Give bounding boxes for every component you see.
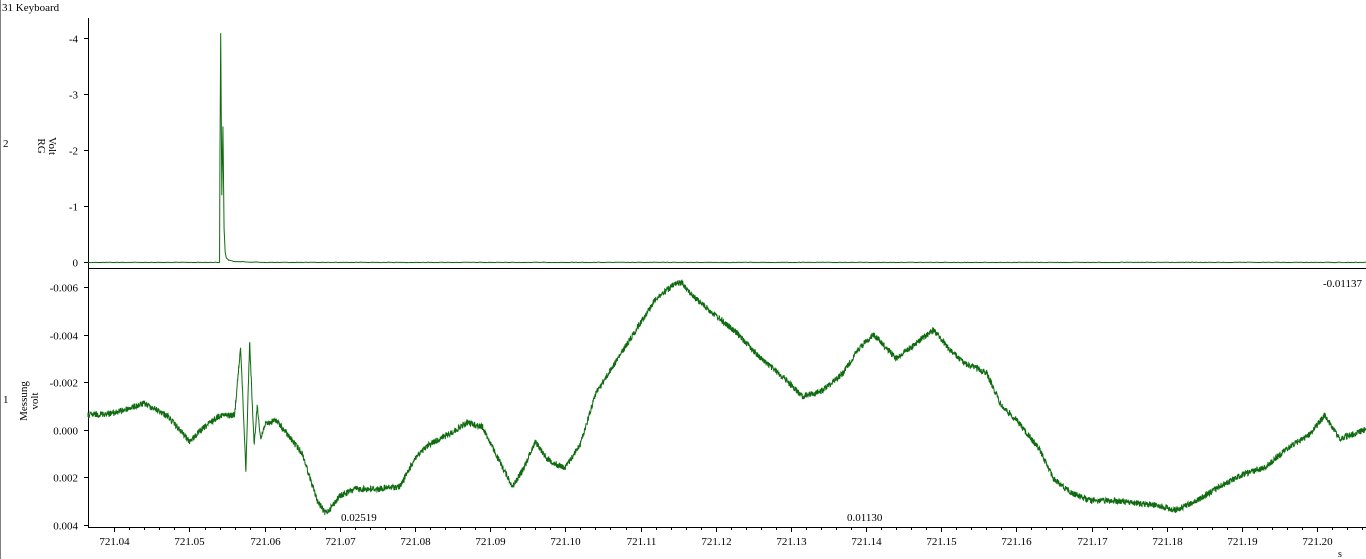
channel-2-y-tick-label: -1 (69, 202, 78, 214)
x-tick-label: 721.09 (475, 536, 506, 548)
annotation-value-1: 0.02519 (341, 512, 377, 524)
x-tick-label: 721.11 (627, 536, 657, 548)
x-unit-label: s (1338, 549, 1342, 559)
x-tick-label: 721.20 (1302, 536, 1333, 548)
annotation-value-2: 0.01130 (847, 512, 883, 524)
channel-2-number: 2 (3, 138, 9, 150)
x-tick-label: 721.10 (550, 536, 581, 548)
x-tick-label: 721.13 (776, 536, 807, 548)
channel-1-y-tick-label: -0.002 (50, 378, 78, 390)
channel-1-y-tick-label: -0.006 (50, 283, 79, 295)
channel-1-ylabel-line1: Messung (18, 381, 30, 421)
channel-2-ylabel-line1: RG (35, 138, 47, 153)
x-tick-label: 721.04 (99, 536, 130, 548)
channel-2-trace (87, 33, 1366, 264)
channel-2-ylabel-line2: Volt (46, 137, 58, 155)
channel-1-y-tick-label: 0.004 (53, 521, 78, 533)
x-tick-label: 721.19 (1227, 536, 1258, 548)
x-tick-label: 721.07 (325, 536, 356, 548)
channel-2-y-ticks: -4 -3 -2 -1 0 (69, 34, 88, 270)
annotation-value-3: -0.01137 (1323, 278, 1363, 290)
x-tick-label: 721.12 (701, 536, 731, 548)
channel-1-number: 1 (3, 394, 9, 406)
channel-2-y-tick-label: 0 (73, 258, 79, 270)
channel-2-plot: 2 RG Volt -4 -3 -2 -1 0 (3, 18, 1366, 270)
channel-1-trace (87, 279, 1366, 516)
channel-1-y-tick-label: 0.000 (53, 426, 78, 438)
channel-1-y-ticks: -0.006 -0.004 -0.002 0.000 0.002 0.004 (50, 283, 88, 533)
channel-2-y-tick-label: -4 (69, 34, 79, 46)
channel-1-ylabel-line2: volt (29, 392, 41, 409)
channel-1-ylabel: Messung volt (18, 381, 41, 421)
x-tick-label: 721.14 (851, 536, 882, 548)
x-tick-label: 721.17 (1077, 536, 1108, 548)
channel-2-y-tick-label: -2 (69, 146, 78, 158)
x-tick-label: 721.08 (400, 536, 431, 548)
x-tick-label: 721.05 (174, 536, 205, 548)
channel-1-y-tick-label: -0.004 (50, 331, 79, 343)
channel-2-ylabel: RG Volt (35, 137, 58, 155)
channel-1-plot: 1 Messung volt -0.006 -0.004 -0.002 0.000 0.… (3, 268, 1366, 533)
x-tick-label: 721.16 (1001, 536, 1032, 548)
x-tick-label: 721.06 (250, 536, 281, 548)
x-tick-label: 721.15 (926, 536, 957, 548)
channel-1-y-tick-label: 0.002 (53, 473, 78, 485)
channel-2-y-tick-label: -3 (69, 90, 79, 102)
x-tick-label: 721.18 (1152, 536, 1183, 548)
x-ticks: 721.04 721.05 721.06 721.07 721.08 721.09 721.… (99, 527, 1363, 548)
window-title: 31 Keyboard (2, 2, 60, 14)
